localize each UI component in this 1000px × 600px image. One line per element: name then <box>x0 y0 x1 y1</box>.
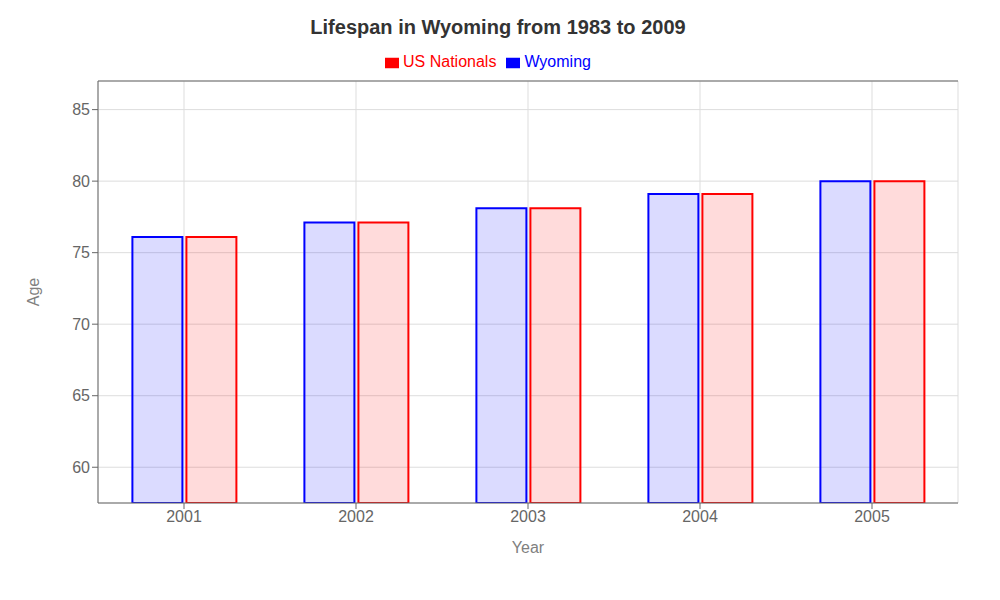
html-text:US Nationals: US Nationals <box>403 53 497 70</box>
svg-text:2002: 2002 <box>338 508 374 525</box>
html-text:Wyoming: Wyoming <box>524 53 591 70</box>
svg-text:2005: 2005 <box>854 508 890 525</box>
svg-text:2003: 2003 <box>510 508 546 525</box>
svg-text:Age: Age <box>25 278 42 307</box>
svg-text:75: 75 <box>72 244 90 261</box>
svg-text:85: 85 <box>72 101 90 118</box>
html-text:Lifespan in Wyoming from 1983: Lifespan in Wyoming from 1983 to 2009 <box>310 16 686 38</box>
svg-text:2001: 2001 <box>166 508 202 525</box>
svg-text:2004: 2004 <box>682 508 718 525</box>
svg-text:70: 70 <box>72 316 90 333</box>
svg-text:Year: Year <box>512 539 545 556</box>
svg-text:65: 65 <box>72 387 90 404</box>
svg-text:80: 80 <box>72 173 90 190</box>
svg-text:60: 60 <box>72 459 90 476</box>
